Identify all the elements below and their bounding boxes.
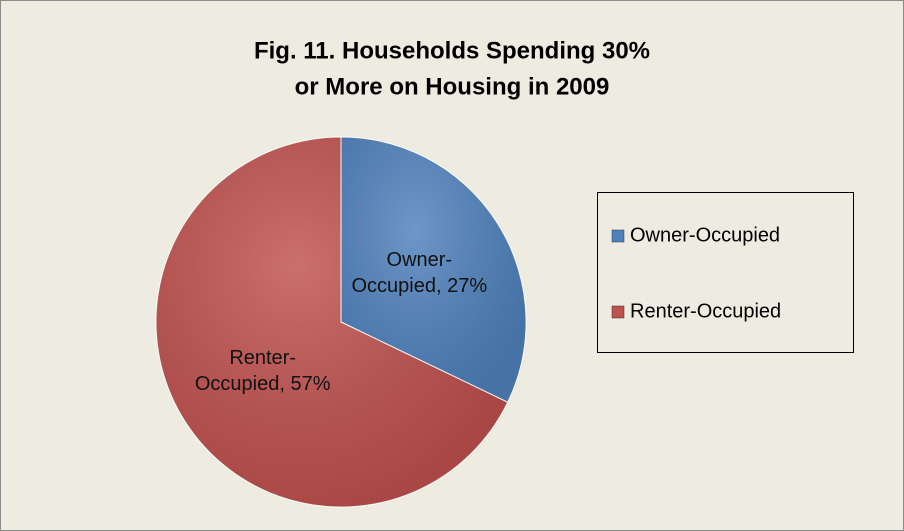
legend-box [597, 192, 854, 353]
legend-swatch [611, 229, 625, 243]
legend-swatch [611, 305, 625, 319]
data-label: Renter-Occupied, 57% [194, 347, 331, 396]
data-label: Owner-Occupied, 27% [351, 248, 488, 297]
legend-label: Renter-Occupied [630, 300, 781, 322]
chart-title: Fig. 11. Households Spending 30% [254, 37, 650, 64]
chart-title: or More on Housing in 2009 [295, 73, 610, 100]
slice-shade [341, 137, 526, 403]
slice-shade [156, 137, 508, 508]
legend-label: Owner-Occupied [630, 224, 780, 246]
